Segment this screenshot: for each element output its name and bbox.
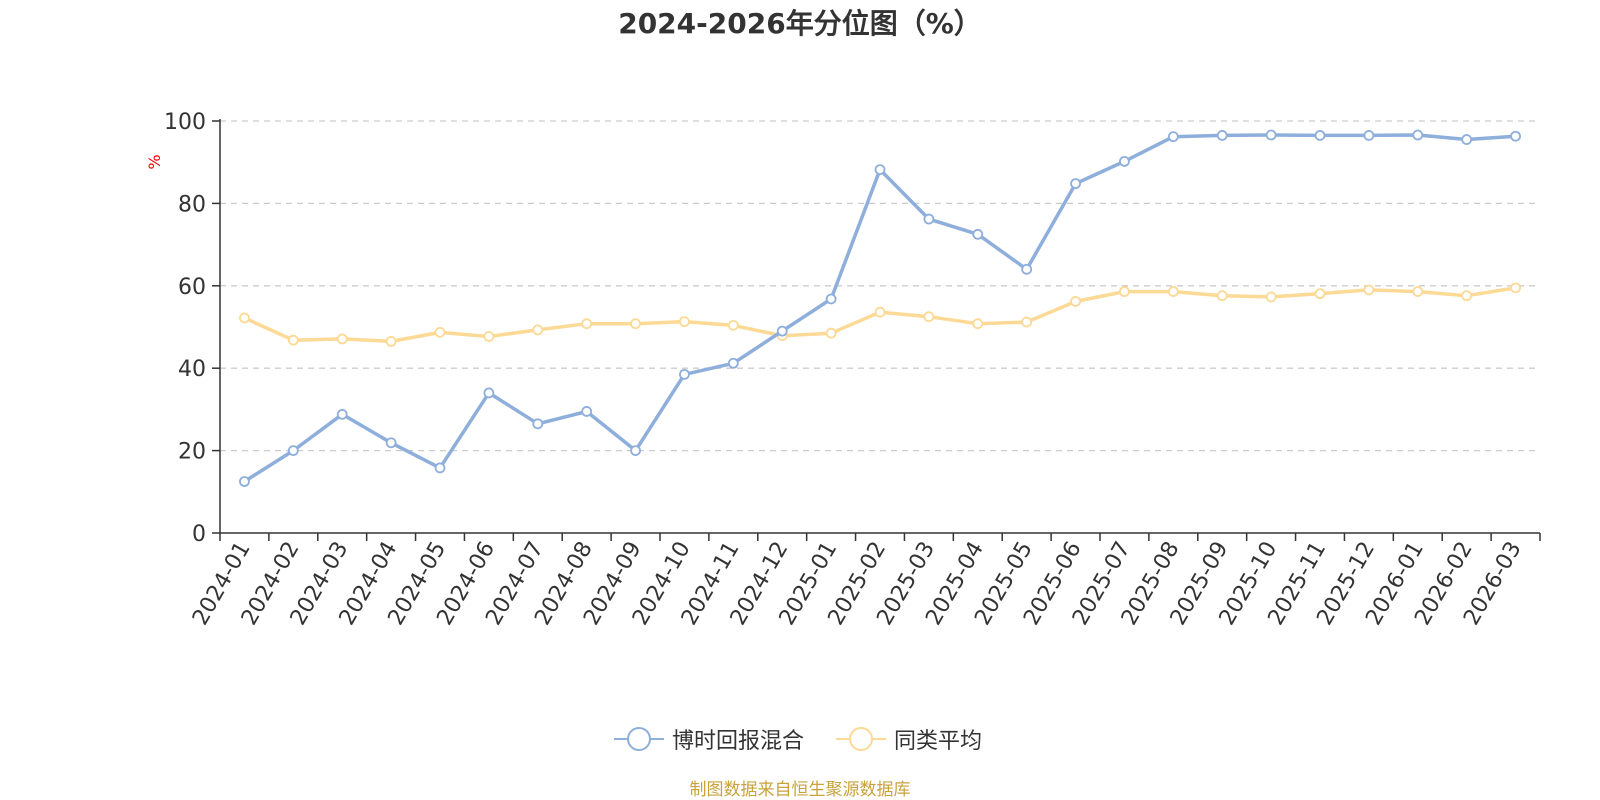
data-point <box>1119 155 1130 167</box>
data-point <box>532 324 544 336</box>
data-point <box>1265 129 1277 141</box>
data-point <box>1216 130 1228 141</box>
data-point <box>972 318 984 330</box>
data-point <box>1510 282 1521 294</box>
source-note: 制图数据来自恒生聚源数据库 <box>689 780 911 800</box>
data-point <box>923 213 935 225</box>
data-point <box>727 357 739 369</box>
data-point <box>1021 316 1033 328</box>
data-point <box>385 336 397 347</box>
data-point <box>287 445 299 457</box>
legend-item-series-2[interactable]: 同类平均 <box>836 722 982 756</box>
data-point <box>1363 284 1375 296</box>
data-point <box>1167 131 1179 143</box>
series-1 <box>239 129 1521 487</box>
data-point <box>1021 263 1033 275</box>
data-point <box>1461 290 1473 302</box>
y-tick-label: 60 <box>178 275 206 300</box>
y-tick-label: 0 <box>192 522 206 547</box>
chart-title: 2024-2026年分位图（%） <box>618 7 982 40</box>
data-point <box>1363 130 1375 141</box>
data-point <box>483 387 495 399</box>
data-point <box>287 334 299 346</box>
legend-label-series-2: 同类平均 <box>894 729 983 754</box>
data-point <box>1412 129 1424 141</box>
data-point <box>630 318 641 330</box>
data-point <box>239 312 250 324</box>
data-point <box>336 333 348 345</box>
data-point <box>239 476 250 487</box>
data-point <box>385 437 397 449</box>
y-axis-unit-label: % <box>145 154 164 169</box>
data-point <box>532 418 544 430</box>
data-point <box>1265 291 1277 303</box>
y-tick-label: 20 <box>178 440 206 465</box>
data-point <box>776 325 788 337</box>
data-point <box>630 445 641 457</box>
y-tick-label: 80 <box>178 192 206 217</box>
data-point <box>679 368 690 380</box>
y-tick-label: 100 <box>164 110 206 135</box>
data-point <box>434 326 446 338</box>
legend-label-series-1: 博时回报混合 <box>672 729 805 754</box>
data-point <box>483 331 495 342</box>
grid-layer <box>220 120 1540 452</box>
data-point <box>727 319 739 331</box>
data-point <box>1461 134 1473 145</box>
axis-layer: 0204060801002024-012024-022024-032024-04… <box>164 110 1541 630</box>
data-point <box>1070 178 1081 190</box>
data-point <box>874 164 886 176</box>
legend-marker-series-1-icon <box>614 727 664 751</box>
data-point <box>336 408 348 420</box>
data-point <box>1216 290 1228 302</box>
data-point <box>1314 130 1326 141</box>
data-point <box>434 462 446 474</box>
legend-marker-series-2-icon <box>836 727 886 751</box>
data-point <box>825 327 837 339</box>
data-point <box>679 316 690 328</box>
data-point <box>1070 296 1081 307</box>
data-point <box>581 318 593 330</box>
data-point <box>1412 286 1424 297</box>
legend-item-series-1[interactable]: 博时回报混合 <box>614 722 804 756</box>
y-tick-label: 40 <box>178 357 206 382</box>
series-2 <box>239 282 1521 347</box>
data-point <box>874 306 886 318</box>
data-point <box>1510 130 1521 142</box>
data-point <box>1119 286 1130 297</box>
data-point <box>581 406 593 417</box>
data-point <box>972 228 984 240</box>
series-layer <box>239 129 1521 487</box>
data-point <box>825 293 837 305</box>
data-point <box>923 311 935 323</box>
data-point <box>1167 286 1179 297</box>
data-point <box>1314 288 1326 300</box>
